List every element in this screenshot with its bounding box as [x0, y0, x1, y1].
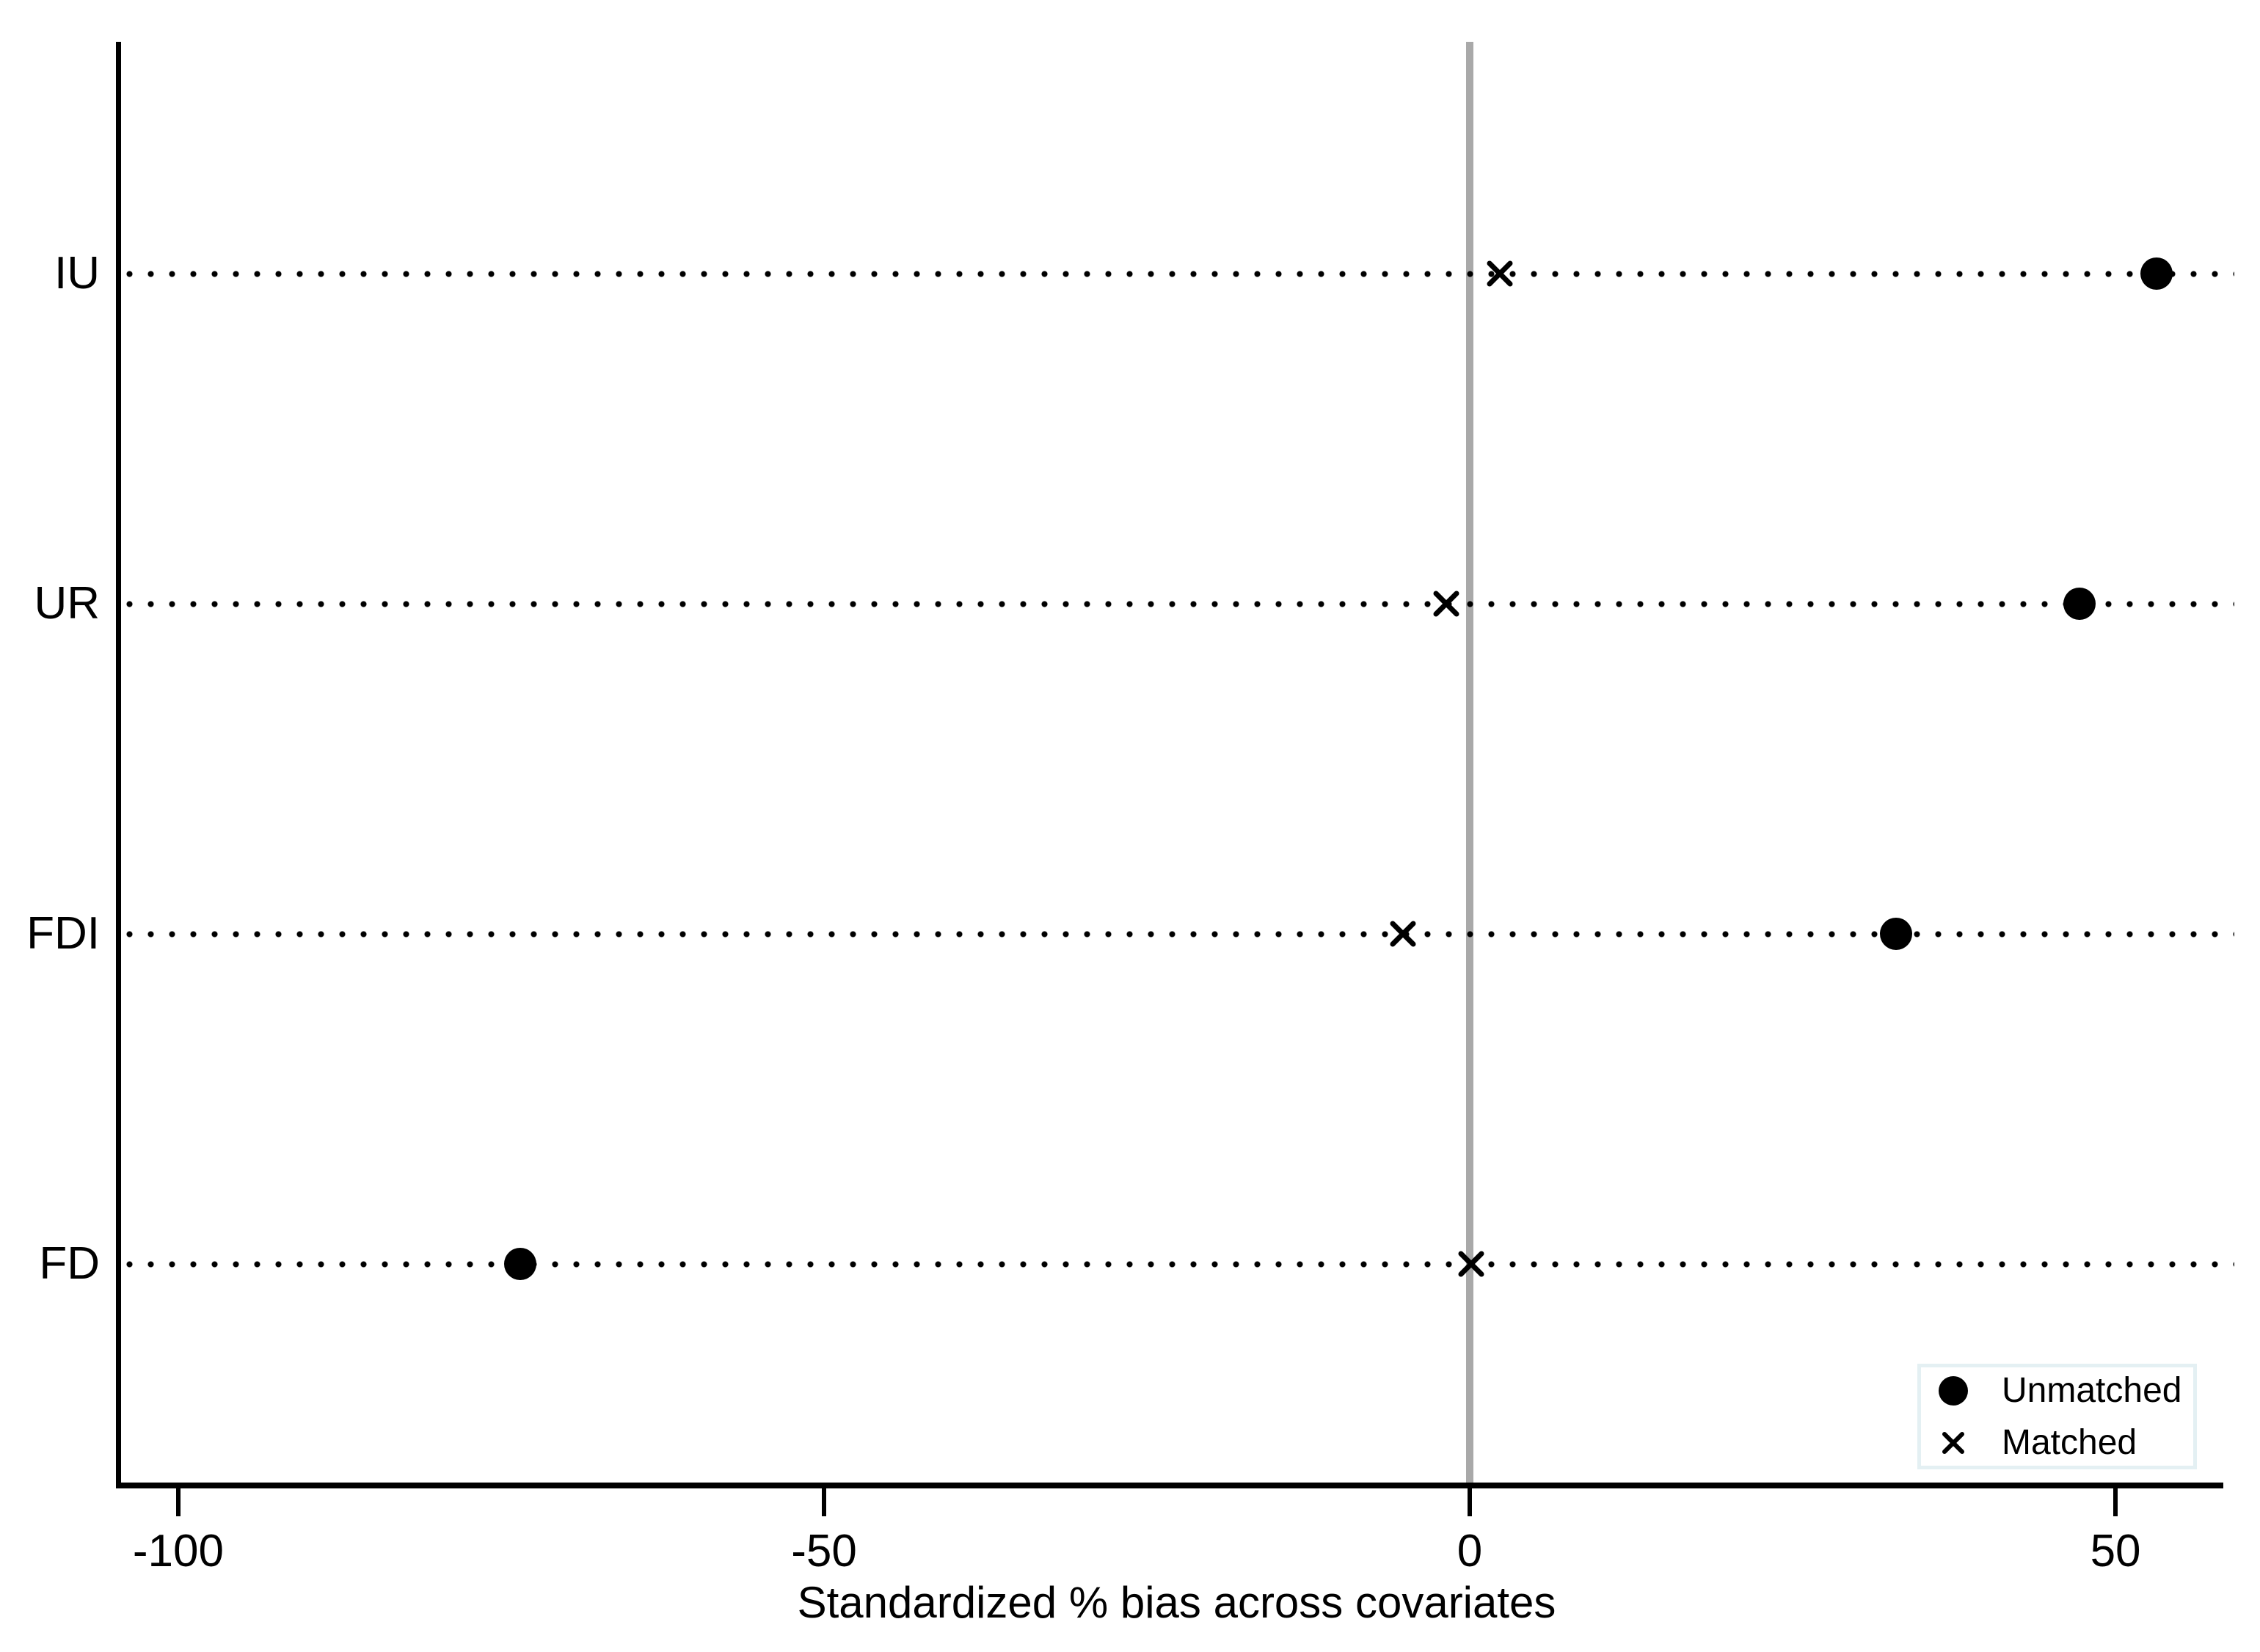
circle-icon [1939, 1375, 1968, 1407]
y-axis-line [116, 42, 121, 1488]
category-label: IU [54, 248, 100, 299]
matched-marker [1433, 591, 1459, 617]
matched-marker [1487, 260, 1513, 287]
unmatched-marker [1879, 918, 1912, 950]
legend: Unmatched Matched [1917, 1364, 2197, 1469]
x-tick-mark [175, 1488, 181, 1516]
matched-marker [1458, 1251, 1484, 1277]
x-tick-label: -100 [132, 1526, 224, 1576]
x-tick-label: 0 [1457, 1526, 1483, 1576]
category-gridline [119, 931, 2234, 938]
x-tick-mark [1468, 1488, 1473, 1516]
category-label: UR [34, 578, 100, 629]
x-tick-mark [2113, 1488, 2118, 1516]
x-tick-label: 50 [2090, 1526, 2141, 1576]
x-axis-title: Standardized % bias across covariates [797, 1578, 1556, 1627]
category-gridline [119, 601, 2234, 607]
x-axis-line [116, 1483, 2223, 1488]
x-tick-label: -50 [791, 1526, 857, 1576]
category-label: FDI [26, 908, 100, 959]
legend-label: Unmatched [2002, 1371, 2182, 1410]
category-gridline [119, 1261, 2234, 1268]
unmatched-marker [2063, 588, 2096, 620]
zero-reference-line [1466, 42, 1473, 1485]
x-icon [1939, 1427, 1968, 1459]
category-label: FD [39, 1238, 100, 1289]
matched-marker [1390, 921, 1416, 947]
x-tick-mark [822, 1488, 826, 1516]
unmatched-marker [2140, 257, 2173, 290]
category-gridline [119, 271, 2234, 277]
unmatched-marker [504, 1248, 537, 1280]
legend-label: Matched [2002, 1423, 2137, 1462]
legend-item-unmatched: Unmatched [1921, 1369, 2193, 1413]
legend-item-matched: Matched [1921, 1423, 2193, 1463]
